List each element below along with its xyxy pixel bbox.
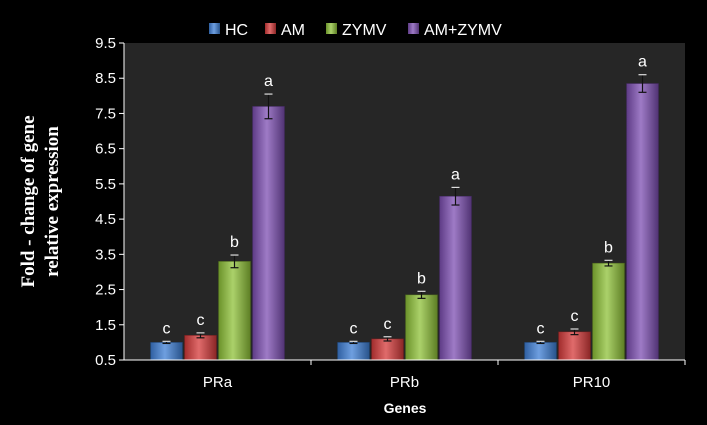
data-label: c [537, 320, 545, 337]
bar-am-pr10 [558, 331, 591, 361]
y-tick-label: 3.5 [95, 246, 116, 263]
y-tick-label: 7.5 [95, 105, 116, 122]
legend-label: ZYMV [342, 22, 387, 39]
bar-am-zymv-prb [439, 195, 472, 361]
y-axis-label: Fold - change of gene relative expression [18, 115, 63, 287]
y-tick-label: 6.5 [95, 141, 116, 158]
x-axis-label: Genes [384, 400, 427, 416]
bar-am-zymv-pra [252, 106, 285, 361]
y-tick-label: 8.5 [95, 70, 116, 87]
plot-area [124, 43, 685, 360]
data-label: b [417, 270, 426, 287]
legend-swatch-am [265, 23, 276, 34]
y-tick-label: 9.5 [95, 35, 116, 52]
legend-swatch-zymv [326, 23, 337, 34]
y-tick-label: 2.5 [95, 282, 116, 299]
data-label: a [264, 73, 273, 90]
bar-am-pra [184, 335, 217, 361]
legend-swatch-hc [209, 23, 220, 34]
data-label: b [230, 234, 239, 251]
y-tick-label: 1.5 [95, 317, 116, 334]
bar-hc-pr10 [524, 342, 557, 361]
bar-zymv-pra [218, 261, 251, 361]
legend-swatch-am-zymv [408, 23, 419, 34]
data-label: c [571, 308, 579, 325]
data-label: c [197, 312, 205, 329]
bar-hc-pra [150, 342, 183, 361]
data-label: b [604, 239, 613, 256]
y-tick-label: 0.5 [95, 352, 116, 369]
x-tick-label: PR10 [573, 374, 611, 391]
y-tick-label: 4.5 [95, 211, 116, 228]
legend-label: HC [225, 22, 248, 39]
y-tick-label: 5.5 [95, 176, 116, 193]
data-label: c [163, 320, 171, 337]
x-tick-label: PRa [203, 374, 233, 391]
legend: HC AM ZYMV AM+ZYMV [209, 22, 502, 39]
bar-zymv-prb [405, 294, 438, 361]
data-label: c [384, 316, 392, 333]
data-label: a [451, 166, 460, 183]
bar-am-zymv-pr10 [626, 83, 659, 361]
data-label: c [350, 320, 358, 337]
bar-hc-prb [337, 342, 370, 361]
bar-am-prb [371, 338, 404, 361]
data-label: a [638, 54, 647, 71]
bars: c c b a c c b a c c b a [150, 54, 659, 361]
bar-zymv-pr10 [592, 262, 625, 361]
x-tick-label: PRb [390, 374, 419, 391]
legend-label: AM [281, 22, 305, 39]
axes: 0.5 1.5 2.5 3.5 4.5 5.5 6.5 7.5 8.5 9.5 PRa PRb PR10 [95, 35, 686, 391]
legend-label: AM+ZYMV [424, 22, 502, 39]
